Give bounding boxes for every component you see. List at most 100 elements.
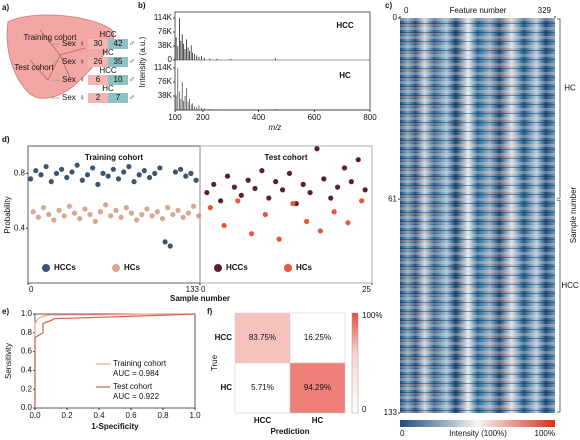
x-tick-label: 0.8 — [157, 411, 169, 420]
x-tick-label: 329 — [538, 6, 552, 15]
x-tick-label: 0 — [201, 285, 206, 294]
point — [317, 228, 323, 234]
y-tick-label: 114K — [154, 13, 173, 22]
column-label: HC — [312, 416, 324, 425]
point — [249, 231, 255, 237]
panel-label: e) — [2, 307, 9, 316]
legend-label: HCs — [124, 263, 141, 272]
group-bracket — [557, 18, 561, 199]
point — [144, 206, 150, 212]
x-tick-label: 400 — [252, 113, 266, 122]
male-box — [108, 57, 128, 67]
female-count: 2 — [96, 93, 101, 102]
y-axis-label: Sensitivity — [4, 343, 13, 379]
point — [193, 177, 199, 183]
point — [126, 163, 132, 170]
point — [87, 211, 93, 218]
point — [69, 169, 75, 175]
x-axis-label: Sample number — [170, 294, 230, 303]
point — [328, 195, 334, 201]
colorbar — [351, 312, 359, 414]
point — [259, 168, 265, 174]
y-axis-label: Intensity (a.u.) — [138, 36, 147, 87]
series-label: HC — [339, 71, 351, 80]
point — [46, 211, 52, 218]
y-tick-label: 1.0 — [21, 309, 33, 318]
matrix-cell — [234, 362, 291, 414]
x-tick-label: 133 — [186, 285, 200, 294]
point — [348, 179, 354, 185]
point — [196, 213, 202, 219]
point — [102, 202, 109, 208]
legend-label: HCs — [296, 263, 313, 272]
x-tick-label: 0 — [29, 285, 34, 294]
y-tick-label: 76K — [158, 27, 173, 36]
y-tick-label: 0.4 — [21, 366, 33, 375]
point — [100, 170, 106, 176]
cohort-title: Training cohort — [85, 153, 144, 162]
point — [43, 163, 49, 170]
y-tick-label: 61 — [388, 194, 397, 203]
group-label: HCC — [99, 30, 117, 39]
point — [113, 207, 119, 213]
point — [290, 200, 296, 207]
point — [211, 181, 217, 187]
legend-label: HCCs — [226, 263, 248, 272]
y-tick-label: 0.8 — [14, 169, 26, 178]
female-box — [88, 57, 108, 67]
point — [172, 169, 179, 175]
point — [300, 181, 306, 187]
point — [170, 211, 176, 218]
point — [35, 214, 41, 220]
point — [33, 168, 39, 174]
panel-label: a) — [2, 3, 9, 12]
female-symbol: ♀ — [79, 39, 85, 48]
male-symbol: ♂ — [129, 57, 135, 66]
point — [64, 174, 70, 181]
point — [56, 207, 62, 213]
panel-label: c) — [385, 1, 392, 10]
point — [279, 187, 286, 193]
point — [231, 184, 237, 190]
panel-label: f) — [207, 307, 213, 316]
matrix-cell — [289, 312, 346, 364]
x-tick-label: 0 — [404, 6, 409, 15]
colorbar-tick-label: 0 — [362, 405, 367, 414]
point — [204, 189, 210, 196]
female-count: 6 — [96, 75, 101, 84]
point — [183, 173, 189, 179]
cell-label: 94.29% — [304, 383, 331, 392]
group-bracket — [557, 199, 561, 413]
point — [123, 205, 129, 211]
x-tick-label: 100 — [168, 113, 182, 122]
point — [77, 216, 83, 222]
cohort-title: Test cohort — [265, 153, 308, 162]
point — [331, 209, 337, 215]
point — [74, 162, 80, 168]
legend-label: HCCs — [54, 263, 76, 272]
point — [159, 216, 166, 222]
matrix-cell — [289, 362, 346, 414]
point — [218, 198, 224, 204]
legend-label: Training cohort — [113, 359, 167, 368]
y-axis-label: True — [210, 354, 219, 371]
column-label: HCC — [254, 416, 272, 425]
point — [157, 165, 163, 171]
point — [30, 209, 36, 215]
point — [221, 222, 227, 229]
point — [314, 146, 320, 152]
point — [82, 206, 88, 212]
cohort-label: Training cohort — [23, 33, 77, 42]
legend-auc: AUC = 0.922 — [113, 392, 160, 401]
point — [162, 239, 168, 245]
point — [175, 207, 181, 213]
female-symbol: ♀ — [79, 75, 85, 84]
female-box — [88, 93, 108, 103]
point — [95, 181, 101, 187]
cell-label: 83.75% — [249, 333, 276, 342]
y-tick-label: 133 — [384, 408, 398, 417]
y-tick-label: 0.8 — [21, 328, 33, 337]
point — [27, 176, 34, 182]
x-tick-label: 200 — [196, 113, 210, 122]
legend-marker — [214, 264, 222, 272]
